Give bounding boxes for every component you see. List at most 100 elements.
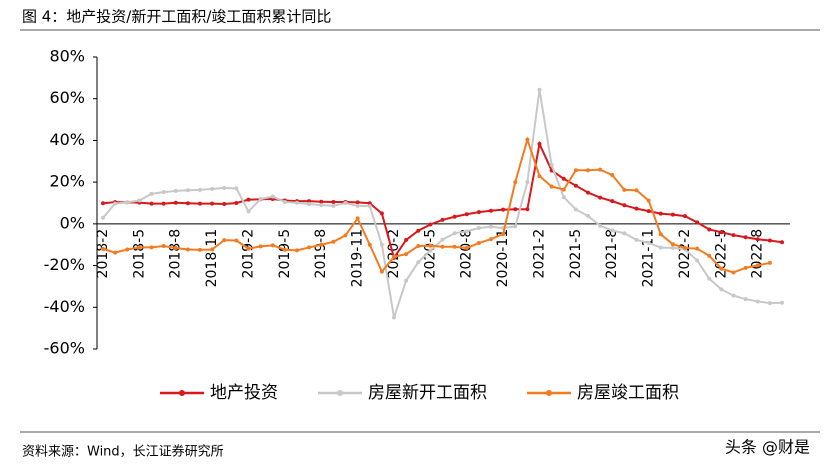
- legend-marker: [179, 390, 185, 396]
- point: [489, 208, 493, 213]
- point: [658, 232, 663, 237]
- point: [282, 199, 287, 204]
- point: [210, 247, 215, 252]
- point: [755, 263, 760, 268]
- point: [379, 269, 384, 274]
- point: [307, 245, 312, 250]
- point: [646, 240, 651, 245]
- point: [343, 233, 348, 238]
- y-tick-label: 0%: [60, 213, 85, 232]
- point: [658, 245, 663, 250]
- y-tick-label: 60%: [49, 88, 85, 107]
- point: [634, 237, 639, 242]
- point: [537, 87, 542, 92]
- point: [367, 242, 372, 247]
- point: [586, 213, 590, 218]
- point: [234, 201, 239, 205]
- point: [404, 252, 409, 257]
- point: [731, 293, 736, 298]
- point: [598, 195, 603, 200]
- point: [101, 215, 105, 220]
- x-tick-label: 2018-5: [131, 229, 147, 279]
- point: [270, 243, 275, 248]
- point: [355, 203, 360, 208]
- point: [525, 137, 530, 142]
- point: [416, 228, 421, 233]
- point: [428, 243, 433, 248]
- point: [404, 278, 409, 283]
- point: [767, 260, 772, 265]
- point: [707, 253, 712, 258]
- legend-marker: [546, 390, 552, 396]
- point: [379, 242, 384, 247]
- point: [695, 258, 700, 263]
- point: [670, 245, 675, 250]
- point: [101, 246, 105, 251]
- point: [258, 244, 263, 249]
- legend-marker: [337, 390, 343, 396]
- x-tick-label: 2019-2: [241, 229, 257, 279]
- point: [464, 246, 469, 251]
- point: [210, 186, 215, 191]
- point: [210, 201, 215, 206]
- point: [622, 231, 627, 236]
- point: [367, 201, 372, 206]
- point: [573, 207, 578, 212]
- x-tick-label: 2022-5: [713, 229, 729, 279]
- point: [573, 168, 578, 173]
- legend-label: 地产投资: [210, 383, 278, 403]
- point: [343, 201, 348, 205]
- point: [670, 212, 675, 217]
- point: [573, 183, 578, 188]
- point: [222, 185, 227, 190]
- point: [234, 238, 239, 243]
- series-line: [102, 136, 771, 274]
- point: [295, 200, 299, 205]
- point: [513, 224, 518, 229]
- x-tick-label: 2018-11: [204, 229, 220, 288]
- x-tick-label: 2020-8: [459, 229, 475, 279]
- point: [586, 168, 590, 173]
- point: [258, 197, 263, 202]
- point: [731, 270, 736, 275]
- x-tick-label: 2020-5: [422, 229, 438, 279]
- point: [537, 141, 542, 146]
- point: [695, 220, 700, 225]
- point: [670, 242, 675, 247]
- y-tick-label: -60%: [44, 339, 85, 358]
- y-tick-label: 40%: [49, 130, 85, 149]
- point: [440, 217, 445, 222]
- point: [598, 223, 603, 228]
- point: [270, 194, 275, 199]
- point: [282, 247, 287, 252]
- point: [101, 201, 105, 206]
- point: [246, 197, 251, 202]
- point: [501, 232, 506, 237]
- point: [561, 195, 566, 200]
- point: [161, 190, 166, 195]
- point: [125, 247, 130, 252]
- point: [198, 201, 202, 206]
- point: [113, 201, 118, 206]
- point: [234, 186, 239, 191]
- point: [755, 299, 760, 304]
- x-tick-label: 2021-11: [641, 229, 657, 288]
- point: [561, 176, 566, 181]
- point: [780, 300, 784, 305]
- point: [452, 231, 457, 236]
- point: [149, 245, 154, 250]
- point: [113, 250, 118, 255]
- point: [125, 200, 130, 205]
- point: [137, 198, 142, 203]
- point: [331, 239, 336, 244]
- point: [610, 199, 615, 204]
- point: [610, 228, 615, 233]
- y-tick-label: 20%: [49, 172, 85, 191]
- point: [149, 201, 154, 206]
- y-tick-label: 80%: [49, 47, 85, 66]
- point: [222, 202, 227, 207]
- point: [476, 210, 481, 215]
- point: [658, 211, 663, 216]
- legend-label: 房屋新开工面积: [368, 383, 487, 403]
